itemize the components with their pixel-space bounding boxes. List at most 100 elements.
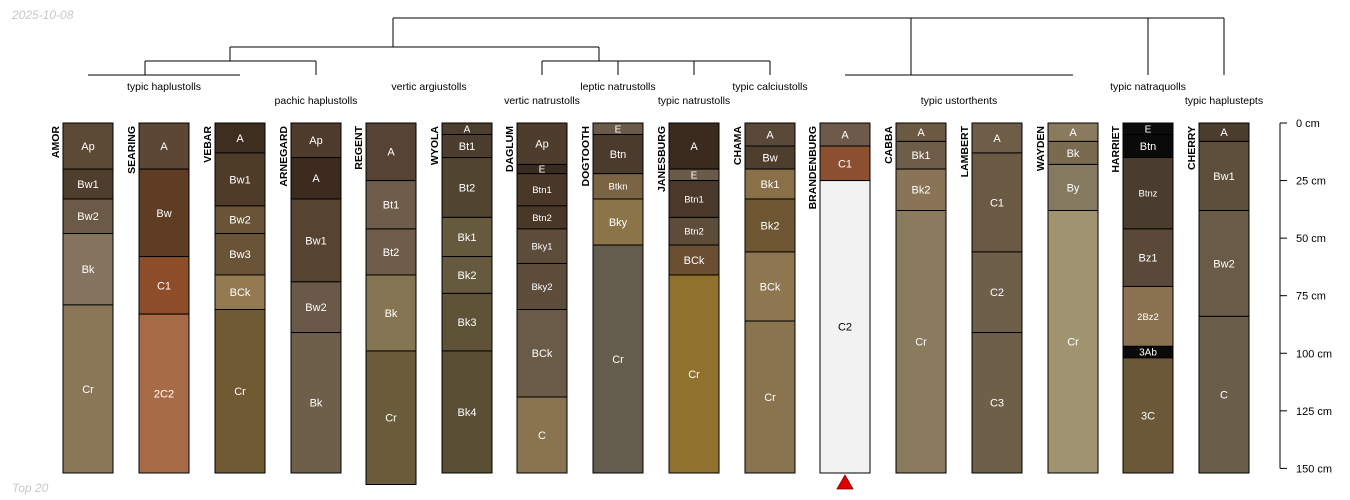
horizon-label: Btn2 <box>532 213 552 224</box>
horizon-label: Bt1 <box>383 200 400 212</box>
horizon-label: Bw1 <box>77 179 98 191</box>
profile-name: DOGTOOTH <box>580 126 592 186</box>
horizon-label: A <box>1220 127 1228 139</box>
horizon-label: Bk4 <box>458 407 477 419</box>
horizon <box>214 309 266 474</box>
horizon-label: Bw1 <box>305 235 326 247</box>
dendrogram <box>88 17 1225 76</box>
horizon <box>592 173 644 200</box>
horizon-label: C1 <box>838 158 852 170</box>
horizon-label: 3C <box>1141 410 1155 422</box>
horizon-label: Bk <box>385 308 398 320</box>
horizon <box>895 210 947 474</box>
taxon-label: vertic natrustolls <box>504 95 580 107</box>
taxon-label: leptic natrustolls <box>580 81 655 93</box>
horizon <box>365 350 417 486</box>
horizon <box>62 168 114 200</box>
horizon-label: Bk <box>310 398 323 410</box>
horizon-label: Bw3 <box>229 249 250 261</box>
horizon-label: C <box>1220 390 1228 402</box>
horizon-label: A <box>236 133 244 145</box>
profile-name: REGENT <box>353 125 365 169</box>
horizon-label: Bw2 <box>305 302 326 314</box>
profile-name: WAYDEN <box>1035 126 1047 171</box>
profile-name: SEARING <box>126 126 138 174</box>
profile-searing: A Bw C1 2C2 SEARING <box>126 122 190 474</box>
horizon <box>62 304 114 474</box>
profile-name: LAMBERT <box>959 125 971 177</box>
horizon-label: Cr <box>688 369 700 381</box>
horizon-label: Bky2 <box>531 282 552 293</box>
horizon-label: A <box>1069 127 1077 139</box>
horizon <box>592 134 644 175</box>
horizon <box>441 256 493 294</box>
horizon-label: C3 <box>990 398 1004 410</box>
horizon-label: Ap <box>535 139 548 151</box>
horizon <box>1198 210 1250 317</box>
horizon <box>365 180 417 230</box>
horizon-label: 3Ab <box>1139 348 1157 359</box>
profile-cabba: A Bk1 Bk2 Cr CABBA <box>883 122 947 474</box>
horizon-label: Bk2 <box>458 270 477 282</box>
horizon-label: Cr <box>385 413 397 425</box>
profile-dogtooth: E Btn Btkn Bky Cr DOGTOOTH <box>580 122 644 474</box>
horizon-label: A <box>766 129 774 141</box>
profile-regent: A Bt1 Bt2 Bk Cr REGENT <box>353 122 417 486</box>
axis-tick-label: 125 cm <box>1296 406 1332 418</box>
horizon-label: C <box>538 430 546 442</box>
taxon-label: typic haplustolls <box>127 81 201 93</box>
horizon-label: Bw1 <box>229 174 250 186</box>
profile-name: VEBAR <box>202 126 214 163</box>
taxon-label: typic haplustepts <box>1185 95 1263 107</box>
profile-name: WYOLA <box>429 126 441 165</box>
profile-name: ARNEGARD <box>278 126 290 187</box>
horizon-label: Btn1 <box>684 194 704 205</box>
horizon-label: Btn1 <box>532 185 552 196</box>
taxon-label: pachic haplustolls <box>275 95 358 107</box>
horizon <box>1122 285 1174 347</box>
taxa-labels: typic haplustolls pachic haplustolls ver… <box>127 81 1263 107</box>
horizon <box>441 350 493 474</box>
horizon-label: Btnz <box>1138 189 1157 200</box>
footer-label: Top 20 <box>12 481 49 495</box>
horizon <box>668 180 720 218</box>
horizon <box>1122 228 1174 287</box>
horizon-label: Cr <box>915 337 927 349</box>
horizon <box>214 152 266 207</box>
horizon-label: Ap <box>309 135 322 147</box>
profile-wyola: A Bt1 Bt2 Bk1 Bk2 Bk3 Bk4 WYOLA <box>429 122 493 474</box>
horizon <box>214 233 266 276</box>
horizon-label: Bt2 <box>383 247 400 259</box>
horizon <box>1047 163 1099 212</box>
horizon-label: Cr <box>234 386 246 398</box>
horizon <box>668 122 720 170</box>
profile-name: CABBA <box>883 126 895 164</box>
taxon-label: typic ustorthents <box>921 95 997 107</box>
horizon <box>214 122 266 154</box>
horizon-label: A <box>464 124 471 135</box>
horizon-label: Bw2 <box>77 211 98 223</box>
date-stamp: 2025-10-08 <box>12 8 74 22</box>
horizon-label: Cr <box>612 354 624 366</box>
axis-tick-label: 25 cm <box>1296 176 1326 188</box>
depth-axis: 0 cm 25 cm 50 cm 75 cm 100 cm 125 cm 150 cm <box>1279 118 1332 475</box>
horizon-label: BCk <box>684 255 705 267</box>
horizon-label: A <box>387 147 395 159</box>
horizon <box>592 244 644 474</box>
horizon-label: Bw1 <box>1213 171 1234 183</box>
horizon-label: Bw <box>156 208 171 220</box>
horizon-label: BCk <box>230 287 251 299</box>
horizon <box>516 309 568 398</box>
profile-cherry: A Bw1 Bw2 C CHERRY <box>1186 122 1250 474</box>
profile-janesburg: A E Btn1 Btn2 BCk Cr JANESBURG <box>656 122 720 474</box>
axis-tick-label: 0 cm <box>1296 118 1320 130</box>
horizon-label: Bk <box>82 264 95 276</box>
horizon <box>516 122 568 165</box>
horizon <box>895 140 947 170</box>
horizon <box>441 157 493 218</box>
horizon <box>744 168 796 200</box>
horizon <box>1122 357 1174 474</box>
horizon <box>516 228 568 264</box>
profile-name: CHAMA <box>732 126 744 165</box>
horizon-label: C1 <box>990 197 1004 209</box>
